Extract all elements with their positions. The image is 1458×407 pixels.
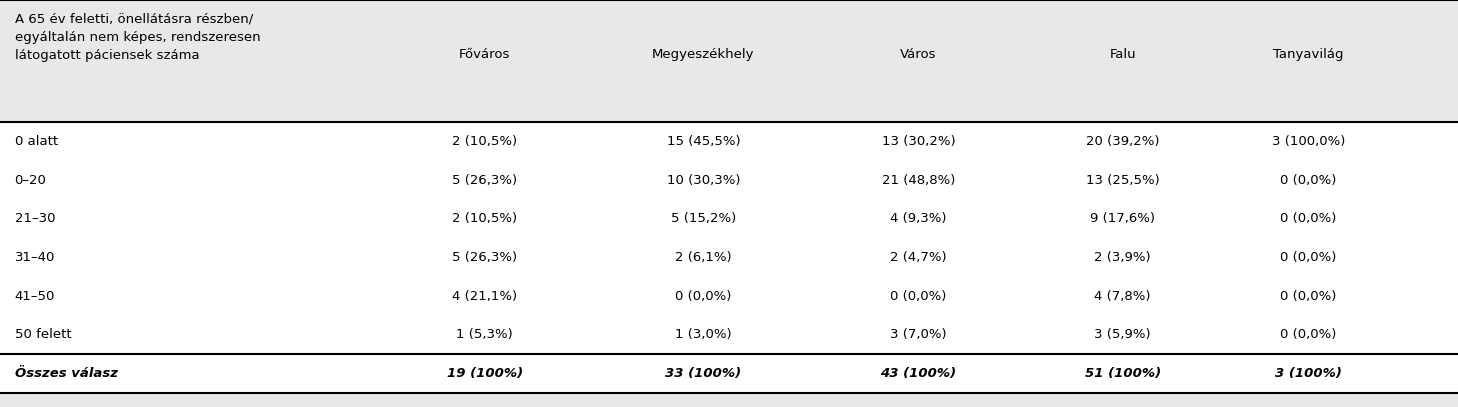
Text: 13 (25,5%): 13 (25,5%)	[1086, 174, 1159, 186]
Text: 5 (15,2%): 5 (15,2%)	[671, 212, 736, 225]
Text: 21 (48,8%): 21 (48,8%)	[882, 174, 955, 186]
Text: 0 (0,0%): 0 (0,0%)	[1280, 174, 1337, 186]
Text: 2 (6,1%): 2 (6,1%)	[675, 251, 732, 264]
Text: 3 (5,9%): 3 (5,9%)	[1095, 328, 1150, 341]
Text: 1 (5,3%): 1 (5,3%)	[456, 328, 513, 341]
Text: 20 (39,2%): 20 (39,2%)	[1086, 135, 1159, 148]
Text: A 65 év feletti, önellátásra részben/
egyáltalán nem képes, rendszeresen
látogat: A 65 év feletti, önellátásra részben/ eg…	[15, 12, 260, 62]
Text: 2 (10,5%): 2 (10,5%)	[452, 212, 518, 225]
Text: 2 (10,5%): 2 (10,5%)	[452, 135, 518, 148]
Text: 21–30: 21–30	[15, 212, 55, 225]
Text: 0 (0,0%): 0 (0,0%)	[1280, 290, 1337, 302]
Text: 50 felett: 50 felett	[15, 328, 71, 341]
Text: 33 (100%): 33 (100%)	[665, 367, 742, 380]
Text: 51 (100%): 51 (100%)	[1085, 367, 1161, 380]
Text: Megyeszékhely: Megyeszékhely	[652, 48, 755, 61]
Text: 31–40: 31–40	[15, 251, 55, 264]
Text: 4 (9,3%): 4 (9,3%)	[891, 212, 946, 225]
Text: 0 (0,0%): 0 (0,0%)	[1280, 251, 1337, 264]
Text: Város: Város	[900, 48, 937, 61]
Text: 10 (30,3%): 10 (30,3%)	[666, 174, 741, 186]
Text: 3 (100%): 3 (100%)	[1276, 367, 1341, 380]
Text: 0–20: 0–20	[15, 174, 47, 186]
Text: 4 (7,8%): 4 (7,8%)	[1095, 290, 1150, 302]
Text: 5 (26,3%): 5 (26,3%)	[452, 174, 518, 186]
Bar	[0, 0, 1458, 122]
Text: 41–50: 41–50	[15, 290, 55, 302]
Text: 2 (3,9%): 2 (3,9%)	[1095, 251, 1150, 264]
Text: 43 (100%): 43 (100%)	[881, 367, 956, 380]
Bar	[0, 122, 1458, 393]
Text: 0 alatt: 0 alatt	[15, 135, 58, 148]
Text: Összes válasz: Összes válasz	[15, 367, 118, 380]
Text: 0 (0,0%): 0 (0,0%)	[675, 290, 732, 302]
Text: 3 (100,0%): 3 (100,0%)	[1271, 135, 1346, 148]
Text: Főváros: Főváros	[459, 48, 510, 61]
Text: Tanyavilág: Tanyavilág	[1273, 48, 1344, 61]
Text: 19 (100%): 19 (100%)	[446, 367, 523, 380]
Text: 0 (0,0%): 0 (0,0%)	[1280, 212, 1337, 225]
Text: 1 (3,0%): 1 (3,0%)	[675, 328, 732, 341]
Text: 5 (26,3%): 5 (26,3%)	[452, 251, 518, 264]
Text: 13 (30,2%): 13 (30,2%)	[882, 135, 955, 148]
Text: Falu: Falu	[1110, 48, 1136, 61]
Text: 15 (45,5%): 15 (45,5%)	[666, 135, 741, 148]
Text: 3 (7,0%): 3 (7,0%)	[891, 328, 946, 341]
Text: 0 (0,0%): 0 (0,0%)	[891, 290, 946, 302]
Text: 0 (0,0%): 0 (0,0%)	[1280, 328, 1337, 341]
Text: 4 (21,1%): 4 (21,1%)	[452, 290, 518, 302]
Text: 2 (4,7%): 2 (4,7%)	[891, 251, 946, 264]
Text: 9 (17,6%): 9 (17,6%)	[1091, 212, 1155, 225]
